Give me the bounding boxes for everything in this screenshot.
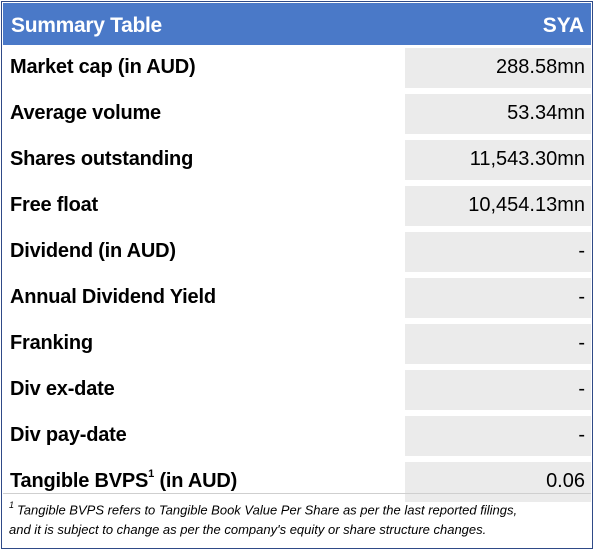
table-header: Summary Table SYA (3, 3, 591, 45)
row-value: 10,454.13mn (405, 186, 591, 226)
row-label: Free float (3, 183, 403, 229)
row-label: Tangible BVPS1 (in AUD) (3, 459, 403, 505)
footnote-number: 1 (9, 500, 15, 510)
table-row-div-ex-date: Div ex-date - (3, 367, 591, 413)
table-row-div-pay-date: Div pay-date - (3, 413, 591, 459)
footnote-text-2: and it is subject to change as per the c… (9, 522, 487, 538)
table-row-franking: Franking - (3, 321, 591, 367)
row-value: 288.58mn (405, 48, 591, 88)
footnote-text-1: Tangible BVPS refers to Tangible Book Va… (17, 502, 518, 518)
row-label: Market cap (in AUD) (3, 45, 403, 91)
table-row-dividend: Dividend (in AUD) - (3, 229, 591, 275)
table-row-annual-dividend-yield: Annual Dividend Yield - (3, 275, 591, 321)
table-row-tangible-bvps: Tangible BVPS1 (in AUD) 0.06 (3, 459, 591, 505)
row-value: - (405, 324, 591, 364)
row-value: 0.06 (405, 462, 591, 502)
row-value: - (405, 416, 591, 456)
footnote-line-1: 1 Tangible BVPS refers to Tangible Book V… (9, 496, 591, 520)
row-label-text: Tangible BVPS (10, 470, 149, 492)
table-row-market-cap: Market cap (in AUD) 288.58mn (3, 45, 591, 91)
row-value: - (405, 370, 591, 410)
row-label: Franking (3, 321, 403, 367)
footnote-line-2: and it is subject to change as per the c… (9, 520, 591, 540)
ticker-symbol: SYA (542, 14, 584, 37)
footnote: 1 Tangible BVPS refers to Tangible Book V… (3, 493, 591, 540)
row-label-unit: (in AUD) (154, 470, 238, 492)
row-label: Shares outstanding (3, 137, 403, 183)
table-row-average-volume: Average volume 53.34mn (3, 91, 591, 137)
row-label: Average volume (3, 91, 403, 137)
table-row-free-float: Free float 10,454.13mn (3, 183, 591, 229)
table-title: Summary Table (11, 14, 162, 37)
row-value: - (405, 232, 591, 272)
row-label: Div ex-date (3, 367, 403, 413)
footnote-marker: 1 (148, 468, 155, 481)
row-label: Div pay-date (3, 413, 403, 459)
table-row-shares-outstanding: Shares outstanding 11,543.30mn (3, 137, 591, 183)
row-value: 11,543.30mn (405, 140, 591, 180)
row-value: 53.34mn (405, 94, 591, 134)
row-label: Annual Dividend Yield (3, 275, 403, 321)
row-value: - (405, 278, 591, 318)
row-label: Dividend (in AUD) (3, 229, 403, 275)
summary-rows: Market cap (in AUD) 288.58mn Average vol… (3, 45, 591, 505)
